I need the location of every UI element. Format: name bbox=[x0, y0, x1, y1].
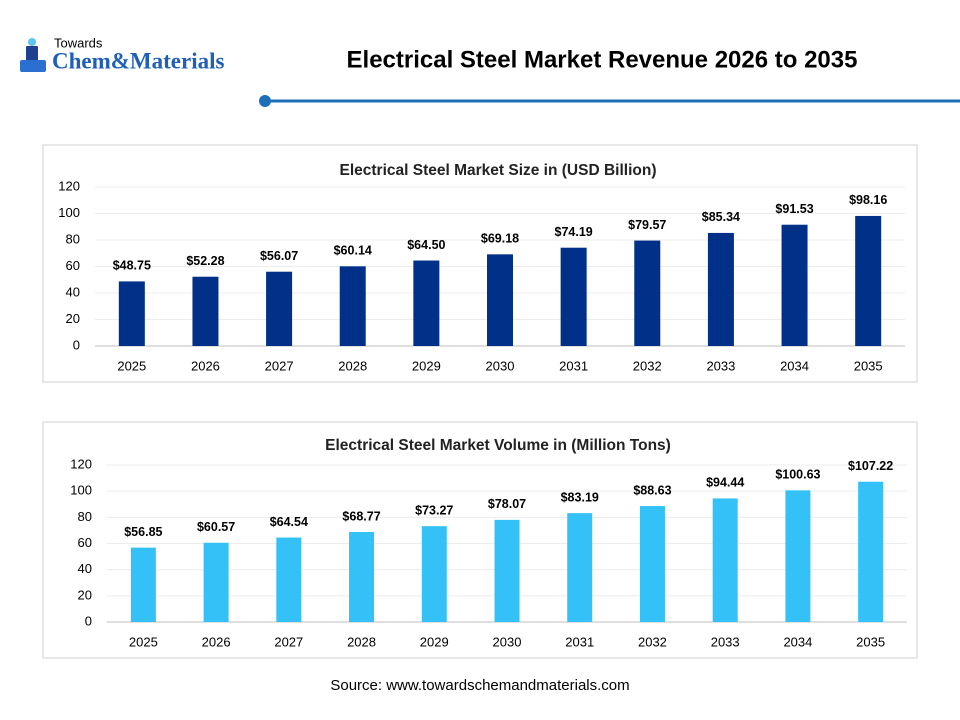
y-tick-label: 120 bbox=[58, 178, 80, 193]
x-tick-label: 2030 bbox=[493, 634, 522, 649]
data-label: $88.63 bbox=[633, 483, 671, 497]
y-tick-label: 120 bbox=[70, 456, 92, 471]
data-label: $107.22 bbox=[848, 459, 893, 473]
chart-title: Electrical Steel Market Size in (USD Bil… bbox=[340, 162, 657, 179]
bar bbox=[634, 240, 661, 346]
x-tick-label: 2026 bbox=[202, 634, 231, 649]
x-tick-label: 2034 bbox=[780, 358, 809, 373]
source: Source: www.towardschemandmaterials.com bbox=[330, 677, 629, 694]
x-tick-label: 2028 bbox=[338, 358, 367, 373]
x-tick-label: 2025 bbox=[117, 358, 146, 373]
data-label: $56.07 bbox=[260, 249, 298, 263]
x-tick-label: 2029 bbox=[412, 358, 441, 373]
bar bbox=[855, 215, 882, 346]
bar bbox=[118, 281, 145, 346]
data-label: $56.85 bbox=[124, 525, 162, 539]
bar bbox=[276, 537, 302, 622]
bar bbox=[413, 260, 440, 346]
data-label: $78.07 bbox=[488, 497, 526, 511]
bar bbox=[494, 519, 520, 622]
x-tick-label: 2035 bbox=[854, 358, 883, 373]
x-tick-label: 2028 bbox=[347, 634, 376, 649]
y-tick-label: 80 bbox=[66, 231, 80, 246]
y-tick-label: 40 bbox=[66, 284, 80, 299]
x-tick-label: 2031 bbox=[565, 634, 594, 649]
bar bbox=[203, 542, 229, 622]
data-label: $68.77 bbox=[342, 509, 380, 523]
x-tick-label: 2030 bbox=[486, 358, 515, 373]
y-tick-label: 60 bbox=[66, 258, 80, 273]
bar bbox=[639, 506, 665, 622]
x-tick-label: 2035 bbox=[856, 634, 885, 649]
y-tick-label: 20 bbox=[66, 311, 80, 326]
bar bbox=[421, 526, 447, 622]
y-tick-label: 60 bbox=[78, 535, 92, 550]
y-tick-label: 0 bbox=[85, 613, 92, 628]
bar bbox=[130, 547, 156, 622]
x-tick-label: 2033 bbox=[706, 358, 735, 373]
title-rule-dot bbox=[259, 95, 271, 107]
bar bbox=[781, 224, 808, 346]
x-tick-label: 2032 bbox=[633, 358, 662, 373]
y-tick-label: 20 bbox=[78, 587, 92, 602]
x-tick-label: 2032 bbox=[638, 634, 667, 649]
logo-name: Chem&Materials bbox=[52, 48, 224, 73]
page-title: Electrical Steel Market Revenue 2026 to … bbox=[347, 46, 858, 73]
chart-panel bbox=[42, 421, 918, 659]
x-tick-label: 2029 bbox=[420, 634, 449, 649]
x-tick-label: 2027 bbox=[265, 358, 294, 373]
data-label: $69.18 bbox=[481, 232, 519, 246]
data-label: $60.57 bbox=[197, 520, 235, 534]
bar bbox=[339, 266, 366, 346]
bar bbox=[266, 271, 293, 346]
y-tick-label: 40 bbox=[78, 561, 92, 576]
y-tick-label: 80 bbox=[78, 509, 92, 524]
y-tick-label: 100 bbox=[58, 205, 80, 220]
chart-panel bbox=[42, 144, 918, 383]
bar bbox=[707, 232, 734, 346]
bar bbox=[858, 481, 884, 622]
x-tick-label: 2033 bbox=[711, 634, 740, 649]
x-tick-label: 2027 bbox=[274, 634, 303, 649]
data-label: $91.53 bbox=[775, 202, 813, 216]
logo-icon bbox=[20, 38, 46, 72]
data-label: $73.27 bbox=[415, 503, 453, 517]
data-label: $94.44 bbox=[706, 476, 744, 490]
bar bbox=[567, 513, 593, 622]
bar bbox=[785, 490, 811, 622]
bar bbox=[192, 276, 219, 346]
bar bbox=[487, 254, 513, 346]
chart-title: Electrical Steel Market Volume in (Milli… bbox=[325, 437, 671, 454]
y-tick-label: 100 bbox=[70, 483, 92, 498]
data-label: $98.16 bbox=[849, 193, 887, 207]
logo-top: Towards bbox=[54, 35, 103, 50]
bar bbox=[712, 498, 738, 622]
data-label: $100.63 bbox=[775, 468, 820, 482]
x-tick-label: 2034 bbox=[783, 634, 812, 649]
data-label: $85.34 bbox=[702, 210, 740, 224]
data-label: $64.54 bbox=[270, 515, 308, 529]
data-label: $83.19 bbox=[561, 490, 599, 504]
x-tick-label: 2026 bbox=[191, 358, 220, 373]
data-label: $74.19 bbox=[555, 225, 593, 239]
data-label: $79.57 bbox=[628, 218, 666, 232]
data-label: $64.50 bbox=[407, 238, 445, 252]
bar bbox=[560, 247, 587, 346]
data-label: $52.28 bbox=[186, 254, 224, 268]
x-tick-label: 2031 bbox=[559, 358, 588, 373]
data-label: $48.75 bbox=[113, 259, 151, 273]
x-tick-label: 2025 bbox=[129, 634, 158, 649]
bar bbox=[349, 532, 375, 622]
y-tick-label: 0 bbox=[73, 337, 80, 352]
data-label: $60.14 bbox=[334, 244, 372, 258]
